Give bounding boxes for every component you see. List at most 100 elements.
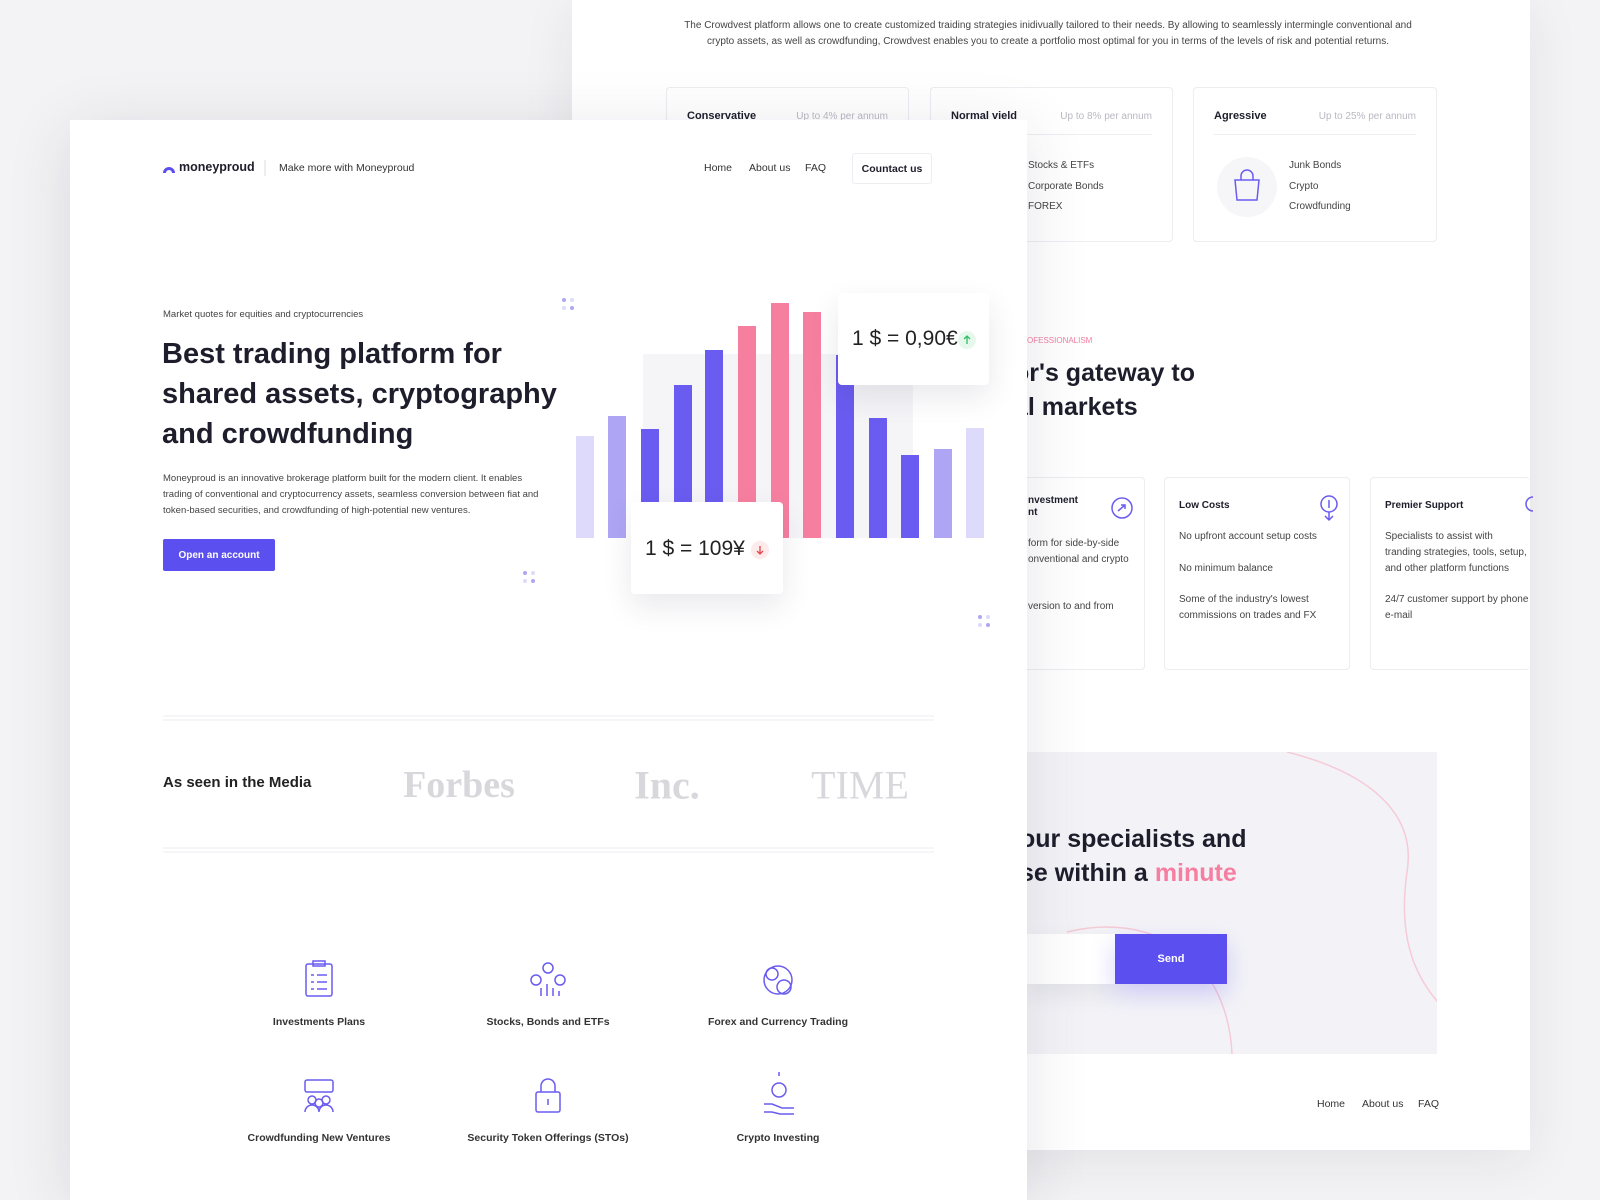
section-heading: or's gateway to al markets (1014, 356, 1195, 424)
decor-bar (705, 350, 723, 538)
media-logo: Inc. (634, 762, 700, 808)
quote-card: 1 $ = 109¥ (631, 502, 783, 594)
quote-card: 1 $ = 0,90€ (838, 293, 989, 385)
feature-line: version to and from (1028, 601, 1114, 612)
intro-line: crypto assets, as well as crowdfunding, … (707, 36, 1389, 47)
footer-link[interactable]: FAQ (1418, 1098, 1440, 1110)
dividers (163, 715, 934, 853)
email-input[interactable] (1027, 934, 1115, 984)
decor-bar (576, 436, 594, 538)
feature-card: Premier Support Specialists to assist wi… (1370, 477, 1533, 670)
nav-link[interactable]: Home (704, 162, 733, 174)
heading-line: se within a minute (1020, 856, 1246, 890)
description-line: trading of conventional and cryptocurren… (163, 489, 539, 500)
quote: 1 $ = 109¥ (645, 537, 745, 560)
footer-link[interactable]: Home (1317, 1098, 1346, 1110)
logo-mark (163, 167, 175, 173)
plan-rate: Up to 4% per annum (796, 111, 888, 122)
decor-bar (608, 416, 626, 538)
feature-icon (1320, 495, 1338, 522)
cta-heading: our specialists and se within a minute (1020, 822, 1246, 890)
intro: The Crowdvest platform allows one to cre… (684, 18, 1412, 50)
feature-item: Some of the industry's lowest commission… (1179, 594, 1317, 621)
feature-item: 24/7 customer support by phone e-mail (1385, 594, 1529, 621)
plan-rate: Up to 8% per annum (1060, 111, 1152, 122)
intro-line: The Crowdvest platform allows one to cre… (684, 20, 1412, 31)
title-line: nt (1028, 507, 1038, 518)
media-logo: TIME (811, 762, 909, 808)
heading-line: our specialists and (1020, 825, 1247, 853)
icon (530, 962, 566, 996)
bag-icon (1217, 157, 1277, 217)
plan-rate: Up to 25% per annum (1318, 111, 1416, 122)
plan-item: Crypto (1289, 181, 1319, 192)
decor-dots (523, 298, 990, 627)
decor-bar (966, 428, 984, 538)
service-label: Crowdfunding New Ventures (247, 1132, 391, 1144)
icon (304, 1079, 334, 1113)
cta-block (1027, 752, 1437, 1054)
heading-line: shared assets, cryptography (162, 378, 557, 410)
title-line: nvestment (1028, 495, 1079, 506)
feature-item: No upfront account setup costs (1179, 531, 1317, 542)
feature-item: Specialists to assist with tranding stra… (1385, 531, 1527, 574)
heading-highlight: minute (1154, 859, 1237, 887)
icon (305, 960, 333, 997)
description-line: Moneyproud is an innovative brokerage pl… (163, 473, 523, 484)
decor-bar (674, 385, 692, 538)
tagline: Make more with Moneyproud (279, 162, 415, 174)
plan-title: Agressive (1214, 110, 1267, 122)
plan-card: Agressive Up to 25% per annum Junk Bonds… (1193, 87, 1437, 242)
decor-bar (803, 312, 821, 538)
send-button[interactable]: Send (1115, 934, 1227, 984)
heading-line: or's gateway to (1014, 359, 1195, 387)
heading-text: se within a (1020, 859, 1148, 887)
icon (535, 1078, 561, 1113)
decor-bars (576, 303, 984, 538)
open-account-button[interactable]: Open an account (163, 539, 275, 571)
feature-icon (1111, 497, 1133, 519)
heading-line: Best trading platform for (162, 338, 502, 370)
icon (764, 1072, 794, 1115)
service-label: Forex and Currency Trading (707, 1016, 849, 1028)
logo[interactable]: moneyproud (179, 160, 255, 174)
feature-card: Low Costs No upfront account setup costs… (1164, 477, 1350, 670)
eyebrow: Market quotes for equities and cryptocur… (163, 309, 364, 320)
section-label: OFESSIONALISM (1027, 336, 1093, 345)
nav-link[interactable]: About us (749, 162, 791, 174)
heading-line: and crowdfunding (162, 418, 414, 450)
contact-button[interactable]: Countact us (852, 153, 932, 184)
plan-item: FOREX (1028, 201, 1063, 212)
footer-link[interactable]: About us (1362, 1098, 1404, 1110)
heading-line: al markets (1014, 393, 1138, 421)
plan-item: Stocks & ETFs (1028, 160, 1095, 171)
hero-description: Moneyproud is an innovative brokerage pl… (163, 471, 538, 519)
feature-item: No minimum balance (1179, 563, 1273, 574)
icon (763, 965, 793, 995)
plan-item: Corporate Bonds (1028, 181, 1104, 192)
feature-line: onventional and crypto (1028, 554, 1129, 565)
decor-bar (869, 418, 887, 538)
service-icons (304, 960, 794, 1115)
divider (1214, 134, 1416, 135)
description-line: token-based securities, and crowdfunding… (163, 505, 471, 516)
feature-title: nvestment nt (1028, 495, 1078, 519)
media-logo: Forbes (403, 764, 515, 806)
feature-icon (1525, 496, 1533, 512)
hero-heading: Best trading platform for shared assets,… (162, 334, 557, 454)
plan-title: Normal vield (951, 110, 1018, 122)
nav-link[interactable]: FAQ (805, 162, 827, 174)
plan-title: Conservative (687, 110, 757, 122)
plan-item: Junk Bonds (1289, 160, 1342, 171)
service-label: Security Token Offerings (STOs) (467, 1132, 629, 1144)
divider (951, 134, 1152, 135)
decor-bar (771, 303, 789, 538)
plan-card: Normal vield Up to 8% per annum Stocks &… (930, 87, 1173, 242)
feature-title: Low Costs (1179, 500, 1230, 511)
service-label: Stocks, Bonds and ETFs (486, 1016, 610, 1028)
decor-bar (836, 355, 854, 538)
plan-item: Crowdfunding (1289, 201, 1351, 212)
feature-line: form for side-by-side (1028, 538, 1120, 549)
